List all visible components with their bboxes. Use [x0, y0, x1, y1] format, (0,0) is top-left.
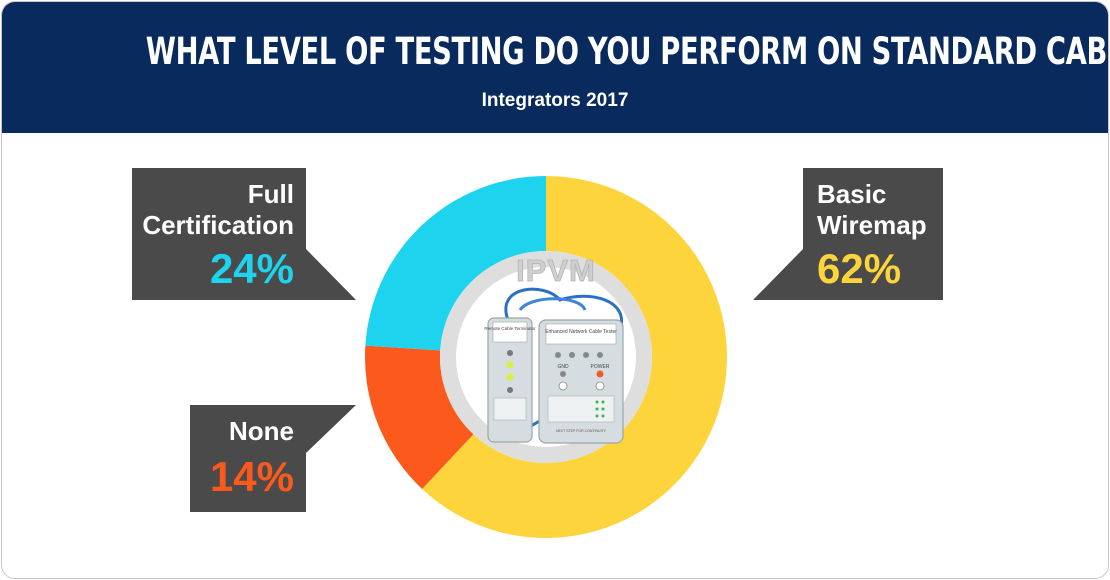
value-none: 14%: [210, 453, 294, 500]
label-basic-wiremap-line1: Basic: [817, 179, 886, 209]
remote-unit-label-box: [492, 321, 528, 343]
ipvm-logo: IPVM: [516, 253, 596, 288]
panel-led-4: [601, 407, 605, 411]
remote-unit-label: Remote Cable Terminator: [484, 326, 536, 331]
donut-slices: [364, 176, 727, 538]
main-led-3: [583, 352, 589, 358]
page-title: WHAT LEVEL OF TESTING DO YOU PERFORM ON …: [145, 30, 1108, 73]
callout-none: [190, 405, 356, 512]
power-label: POWER: [591, 364, 610, 370]
cable-tester-image: Remote Cable Terminator Enhanced Network…: [484, 287, 624, 444]
remote-led-4: [507, 387, 513, 393]
value-basic-wiremap: 62%: [817, 245, 901, 292]
value-full-certification: 24%: [210, 245, 294, 292]
panel-led-1: [595, 400, 599, 404]
tester-bottom-note: NEXT STEP FOR CONTINUITY: [556, 429, 607, 433]
gnd-label: GND: [557, 364, 569, 370]
main-unit-label-box: [545, 323, 617, 345]
donut-slice-basic-wiremap: [422, 176, 727, 538]
donut-slice-none: [364, 345, 474, 489]
page-subtitle: Integrators 2017: [481, 90, 629, 111]
label-basic-wiremap-line2: Wiremap: [817, 210, 927, 240]
remote-unit-panel: [493, 397, 527, 421]
panel-led-3: [595, 407, 599, 411]
main-led-2: [569, 352, 575, 358]
panel-led-2: [601, 400, 605, 404]
main-led-1: [555, 352, 561, 358]
label-full-certification-line1: Full: [248, 179, 294, 209]
callout-basic-wiremap: [753, 168, 943, 300]
label-full-certification-line2: Certification: [142, 210, 294, 240]
power-led: [596, 370, 604, 378]
main-led-4: [597, 352, 603, 358]
remote-led-3: [506, 373, 514, 381]
donut-slice-full-certification: [365, 176, 546, 351]
test-button-icon: [558, 381, 568, 391]
cable-loop-icon: [518, 297, 587, 312]
main-unit-label: Enhanced Network Cable Tester: [545, 329, 617, 335]
remote-led-1: [507, 350, 513, 356]
panel-led-5: [595, 414, 599, 418]
gnd-led: [560, 371, 566, 377]
remote-led-2: [506, 361, 514, 369]
power-button-icon: [595, 381, 605, 391]
panel-led-6: [601, 414, 605, 418]
header-banner: WHAT LEVEL OF TESTING DO YOU PERFORM ON …: [2, 2, 1108, 133]
label-none: None: [229, 416, 294, 446]
callout-full-certification: [132, 168, 356, 300]
